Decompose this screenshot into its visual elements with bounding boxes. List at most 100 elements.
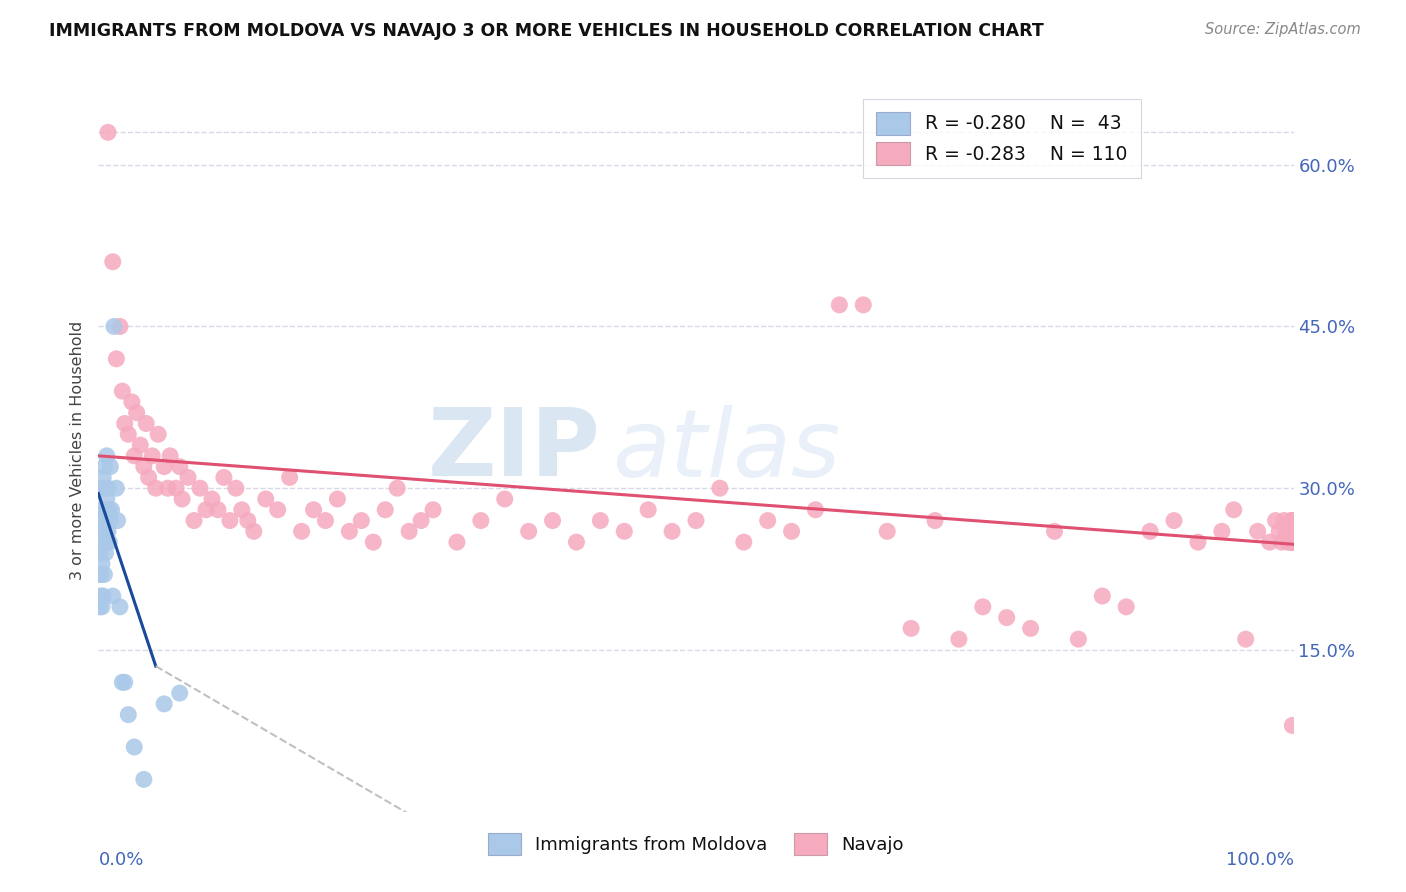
Point [108, 319, 131, 334]
Point [124, 739, 146, 754]
Text: Source: ZipAtlas.com: Source: ZipAtlas.com [1205, 22, 1361, 37]
Point [105, 481, 128, 495]
Point [121, 395, 143, 409]
Point [90, 589, 112, 603]
Point [1281, 524, 1303, 539]
Text: ZIP: ZIP [427, 404, 600, 497]
Point [156, 481, 179, 495]
Point [159, 449, 181, 463]
Point [541, 514, 564, 528]
Point [129, 438, 152, 452]
Point [1223, 502, 1246, 516]
Point [169, 686, 191, 700]
Point [315, 514, 337, 528]
Y-axis label: 3 or more Vehicles in Household: 3 or more Vehicles in Household [70, 321, 86, 580]
Point [132, 772, 155, 787]
Point [145, 481, 167, 495]
Point [91, 535, 114, 549]
Point [207, 502, 229, 516]
Point [165, 481, 187, 495]
Text: IMMIGRANTS FROM MOLDOVA VS NAVAJO 3 OR MORE VEHICLES IN HOUSEHOLD CORRELATION CH: IMMIGRANTS FROM MOLDOVA VS NAVAJO 3 OR M… [49, 22, 1045, 40]
Point [117, 427, 139, 442]
Point [114, 417, 136, 431]
Point [1271, 535, 1294, 549]
Point [709, 481, 731, 495]
Point [108, 599, 131, 614]
Point [91, 599, 114, 614]
Point [326, 491, 349, 506]
Point [172, 491, 194, 506]
Point [98, 514, 122, 528]
Point [291, 524, 314, 539]
Point [243, 524, 266, 539]
Point [828, 298, 851, 312]
Point [1275, 524, 1298, 539]
Point [1281, 514, 1303, 528]
Point [89, 514, 111, 528]
Point [153, 697, 176, 711]
Point [374, 502, 396, 516]
Point [589, 514, 612, 528]
Point [339, 524, 361, 539]
Point [94, 546, 117, 560]
Point [1281, 535, 1303, 549]
Point [1268, 524, 1291, 539]
Point [91, 470, 114, 484]
Point [141, 449, 163, 463]
Point [93, 567, 115, 582]
Point [446, 535, 468, 549]
Point [1139, 524, 1161, 539]
Point [195, 502, 218, 516]
Point [398, 524, 420, 539]
Point [1247, 524, 1270, 539]
Point [89, 599, 111, 614]
Point [948, 632, 970, 647]
Point [111, 675, 134, 690]
Point [1264, 514, 1286, 528]
Point [517, 524, 540, 539]
Point [97, 481, 120, 495]
Point [91, 524, 114, 539]
Point [148, 427, 170, 442]
Point [756, 514, 779, 528]
Point [100, 502, 122, 516]
Point [98, 502, 121, 516]
Point [1281, 535, 1303, 549]
Point [103, 319, 125, 334]
Point [733, 535, 755, 549]
Point [94, 502, 117, 516]
Point [1278, 535, 1301, 549]
Point [93, 459, 115, 474]
Point [900, 621, 922, 635]
Point [1277, 535, 1299, 549]
Point [1281, 535, 1303, 549]
Point [91, 557, 114, 571]
Point [153, 459, 176, 474]
Point [169, 459, 191, 474]
Point [101, 589, 124, 603]
Point [1281, 514, 1303, 528]
Point [995, 610, 1018, 624]
Point [93, 514, 115, 528]
Point [132, 459, 155, 474]
Point [1163, 514, 1185, 528]
Point [219, 514, 242, 528]
Point [91, 589, 114, 603]
Point [422, 502, 444, 516]
Point [96, 535, 118, 549]
Point [661, 524, 683, 539]
Point [89, 546, 111, 560]
Point [135, 417, 157, 431]
Point [1281, 524, 1303, 539]
Point [90, 567, 112, 582]
Text: atlas: atlas [613, 405, 841, 496]
Point [1043, 524, 1066, 539]
Point [90, 524, 112, 539]
Point [1281, 524, 1303, 539]
Point [565, 535, 588, 549]
Point [96, 449, 118, 463]
Point [1281, 524, 1303, 539]
Point [111, 384, 134, 399]
Point [1281, 524, 1303, 539]
Point [780, 524, 803, 539]
